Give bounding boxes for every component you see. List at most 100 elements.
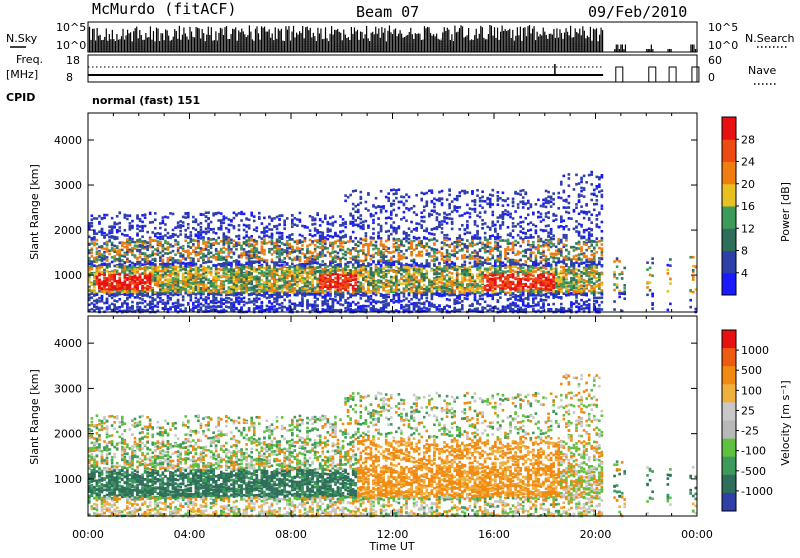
data-cell [207, 282, 210, 285]
data-cell [235, 271, 238, 274]
data-cell [172, 213, 175, 216]
data-cell [169, 256, 172, 259]
data-cell [240, 252, 243, 255]
data-cell [283, 261, 286, 264]
data-cell [182, 282, 185, 285]
data-cell [129, 286, 132, 289]
data-cell [139, 302, 142, 305]
data-cell [276, 261, 279, 264]
data-cell [202, 286, 205, 289]
data-cell [98, 307, 101, 310]
data-cell [238, 242, 241, 245]
data-cell [255, 294, 258, 297]
data-cell [309, 244, 312, 247]
data-cell [344, 194, 347, 197]
data-cell [103, 214, 106, 217]
data-cell [230, 256, 233, 259]
data-cell [228, 246, 231, 249]
data-cell [228, 301, 231, 304]
data-cell [93, 217, 96, 220]
data-cell [306, 267, 309, 270]
data-cell [276, 290, 279, 293]
data-cell [187, 245, 190, 248]
data-cell [347, 272, 350, 275]
data-cell [296, 218, 299, 221]
data-cell [235, 282, 238, 285]
data-cell [134, 275, 137, 278]
data-cell [261, 290, 264, 293]
data-cell [113, 250, 116, 253]
data-cell [238, 276, 241, 279]
data-cell [304, 255, 307, 258]
data-cell [296, 242, 299, 245]
data-cell [151, 278, 154, 281]
data-cell [334, 242, 337, 245]
station-title: McMurdo (fitACF) [92, 0, 237, 18]
data-cell [113, 306, 116, 309]
data-cell [184, 278, 187, 281]
data-cell [210, 306, 213, 309]
data-cell [202, 268, 205, 271]
data-cell [309, 239, 312, 242]
data-cell [268, 241, 271, 244]
data-cell [215, 213, 218, 216]
data-cell [197, 231, 200, 234]
data-cell [321, 304, 324, 307]
data-cell [207, 261, 210, 264]
data-cell [174, 272, 177, 275]
data-cell [179, 281, 182, 284]
data-cell [129, 281, 132, 284]
data-cell [134, 296, 137, 299]
data-cell [240, 293, 243, 296]
data-cell [250, 248, 253, 251]
data-cell [283, 280, 286, 283]
data-cell [215, 232, 218, 235]
data-cell [116, 280, 119, 283]
data-cell [233, 286, 236, 289]
data-cell [144, 258, 147, 261]
data-cell [225, 248, 228, 251]
data-cell [253, 244, 256, 247]
data-cell [174, 305, 177, 308]
data-cell [342, 256, 345, 259]
data-cell [283, 306, 286, 309]
data-cell [253, 256, 256, 259]
data-cell [250, 278, 253, 281]
data-cell [108, 263, 111, 266]
data-cell [321, 264, 324, 267]
data-cell [321, 300, 324, 303]
data-cell [106, 259, 109, 262]
data-cell [304, 272, 307, 275]
data-cell [281, 291, 284, 294]
data-cell [276, 303, 279, 306]
data-cell [250, 235, 253, 238]
data-cell [116, 229, 119, 232]
data-cell [230, 241, 233, 244]
data-cell [283, 265, 286, 268]
data-cell [225, 305, 228, 308]
data-cell [141, 287, 144, 290]
data-cell [182, 299, 185, 302]
data-cell [314, 303, 317, 306]
data-cell [281, 302, 284, 305]
data-cell [91, 252, 94, 255]
data-cell [179, 226, 182, 229]
data-cell [103, 254, 106, 257]
data-cell [301, 297, 304, 300]
data-cell [286, 268, 289, 271]
data-cell [352, 301, 355, 304]
data-cell [154, 239, 157, 242]
data-cell [126, 234, 129, 237]
data-cell [121, 291, 124, 294]
data-cell [342, 236, 345, 239]
data-cell [271, 243, 274, 246]
data-cell [151, 309, 154, 312]
data-cell [306, 302, 309, 305]
data-cell [319, 246, 322, 249]
data-cell [314, 272, 317, 275]
data-cell [121, 260, 124, 263]
data-cell [288, 234, 291, 237]
data-cell [157, 242, 160, 245]
data-cell [118, 281, 121, 284]
data-cell [217, 228, 220, 231]
